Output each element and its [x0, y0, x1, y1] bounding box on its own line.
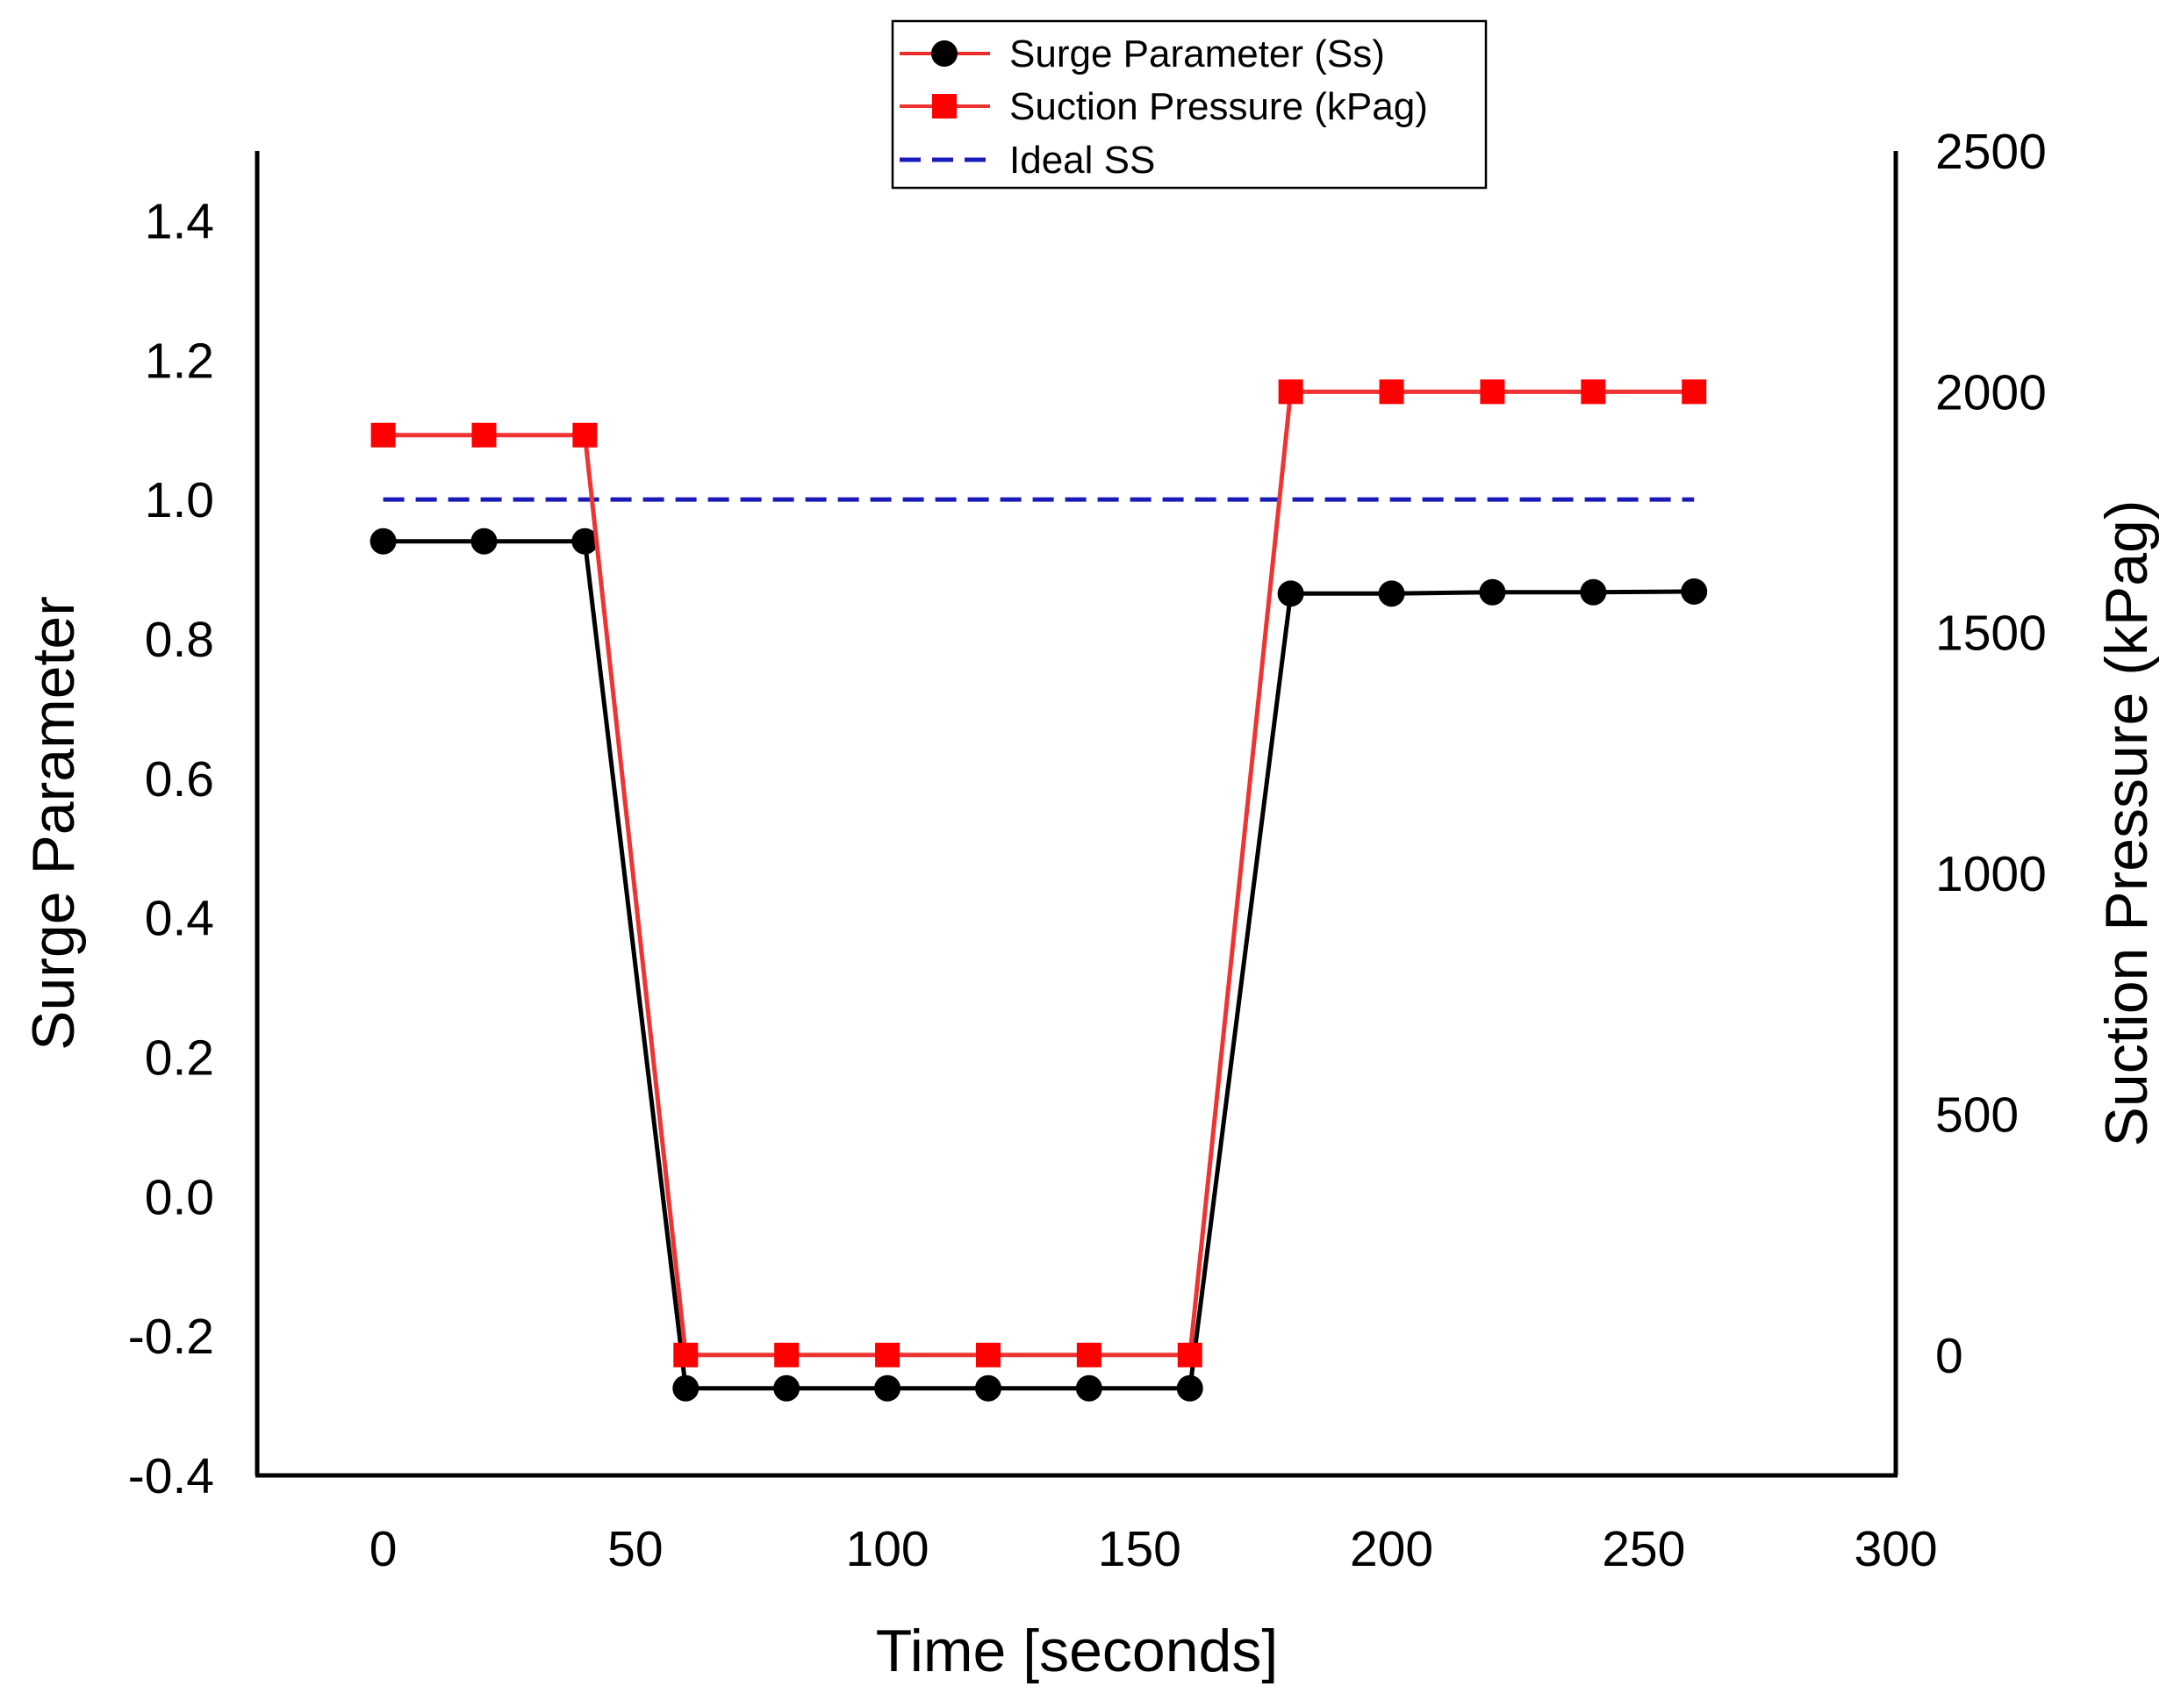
y-tick-label: 0.4 — [145, 891, 214, 947]
data-point-surge-parameter-ss — [370, 527, 397, 555]
x-axis-title: Time [seconds] — [876, 1618, 1279, 1684]
data-point-surge-parameter-ss — [1075, 1374, 1102, 1402]
data-point-suction-pressure-kpag — [1379, 379, 1404, 405]
series-layer — [370, 379, 1708, 1402]
data-point-surge-parameter-ss — [1277, 580, 1304, 607]
legend-label-surge-parameter-ss: Surge Parameter (Ss) — [1009, 32, 1385, 75]
data-point-suction-pressure-kpag — [370, 422, 396, 448]
x-tick-label: 150 — [1098, 1521, 1181, 1577]
data-point-surge-parameter-ss — [974, 1374, 1001, 1402]
data-point-suction-pressure-kpag — [673, 1342, 699, 1367]
data-point-surge-parameter-ss — [672, 1374, 700, 1402]
data-point-suction-pressure-kpag — [975, 1342, 1001, 1367]
y-tick-label: 0.0 — [145, 1169, 214, 1225]
data-point-suction-pressure-kpag — [1480, 379, 1505, 405]
y2-tick-label: 500 — [1935, 1087, 2019, 1143]
y2-tick-label: 1500 — [1935, 606, 2047, 662]
y2-tick-label: 0 — [1935, 1328, 1963, 1384]
data-point-suction-pressure-kpag — [1278, 379, 1303, 405]
legend-label-ideal-ss: Ideal SS — [1009, 139, 1155, 182]
data-point-surge-parameter-ss — [1580, 578, 1607, 606]
x-tick-label: 250 — [1602, 1521, 1685, 1577]
data-point-surge-parameter-ss — [773, 1374, 800, 1402]
data-point-suction-pressure-kpag — [1076, 1342, 1101, 1367]
data-point-suction-pressure-kpag — [1581, 379, 1606, 405]
ticks-layer: 0 50 100 150 200 250 300 -0.4 -0.2 0.0 0.2 0.4 0.6 0.… — [128, 124, 2047, 1577]
data-point-suction-pressure-kpag — [572, 422, 598, 448]
x-tick-label: 50 — [607, 1521, 663, 1577]
legend-frame — [891, 19, 1488, 190]
data-point-surge-parameter-ss — [1681, 578, 1708, 605]
data-point-suction-pressure-kpag — [875, 1342, 900, 1367]
y-tick-label: 0.6 — [145, 751, 214, 807]
y-axis-title: Surge Parameter — [20, 596, 87, 1051]
data-point-surge-parameter-ss — [1176, 1374, 1203, 1402]
data-point-suction-pressure-kpag — [774, 1342, 800, 1367]
data-point-suction-pressure-kpag — [471, 422, 497, 448]
y-tick-label: -0.2 — [128, 1309, 214, 1365]
y-tick-label: 0.2 — [145, 1030, 214, 1086]
y2-tick-label: 2000 — [1935, 364, 2047, 420]
series-line-surge-parameter-ss — [383, 539, 1695, 1391]
series-line-suction-pressure-kpag — [383, 389, 1695, 1358]
y2-tick-label: 2500 — [1935, 124, 2047, 180]
legend-label-suction-pressure-kpag: Suction Pressure (kPag) — [1009, 85, 1428, 128]
data-point-suction-pressure-kpag — [1177, 1342, 1202, 1367]
x-tick-label: 100 — [846, 1521, 929, 1577]
data-point-suction-pressure-kpag — [1682, 379, 1707, 405]
data-point-surge-parameter-ss — [1378, 580, 1405, 607]
x-tick-label: 300 — [1854, 1521, 1937, 1577]
y2-tick-label: 1000 — [1935, 846, 2047, 902]
x-tick-label: 200 — [1350, 1521, 1433, 1577]
y-tick-label: 1.2 — [145, 333, 214, 389]
data-point-surge-parameter-ss — [1479, 578, 1506, 606]
y-tick-label: -0.4 — [128, 1448, 214, 1504]
y-tick-label: 1.0 — [145, 472, 214, 528]
y-tick-label: 0.8 — [145, 612, 214, 668]
axes-layer — [255, 151, 1898, 1478]
legend-entries: Surge Parameter (Ss) Suction Pressure (kP… — [900, 32, 1428, 182]
legend-marker-suction-pressure-kpag — [932, 94, 957, 118]
x-tick-label: 0 — [370, 1521, 398, 1577]
y2-axis-title: Suction Pressure (kPag) — [2093, 500, 2160, 1147]
legend: Surge Parameter (Ss) Suction Pressure (kP… — [891, 19, 1488, 190]
data-point-surge-parameter-ss — [874, 1374, 901, 1402]
legend-marker-surge-parameter-ss — [931, 40, 958, 67]
y-tick-label: 1.4 — [145, 193, 214, 249]
data-point-surge-parameter-ss — [571, 527, 599, 555]
data-point-surge-parameter-ss — [470, 527, 498, 555]
